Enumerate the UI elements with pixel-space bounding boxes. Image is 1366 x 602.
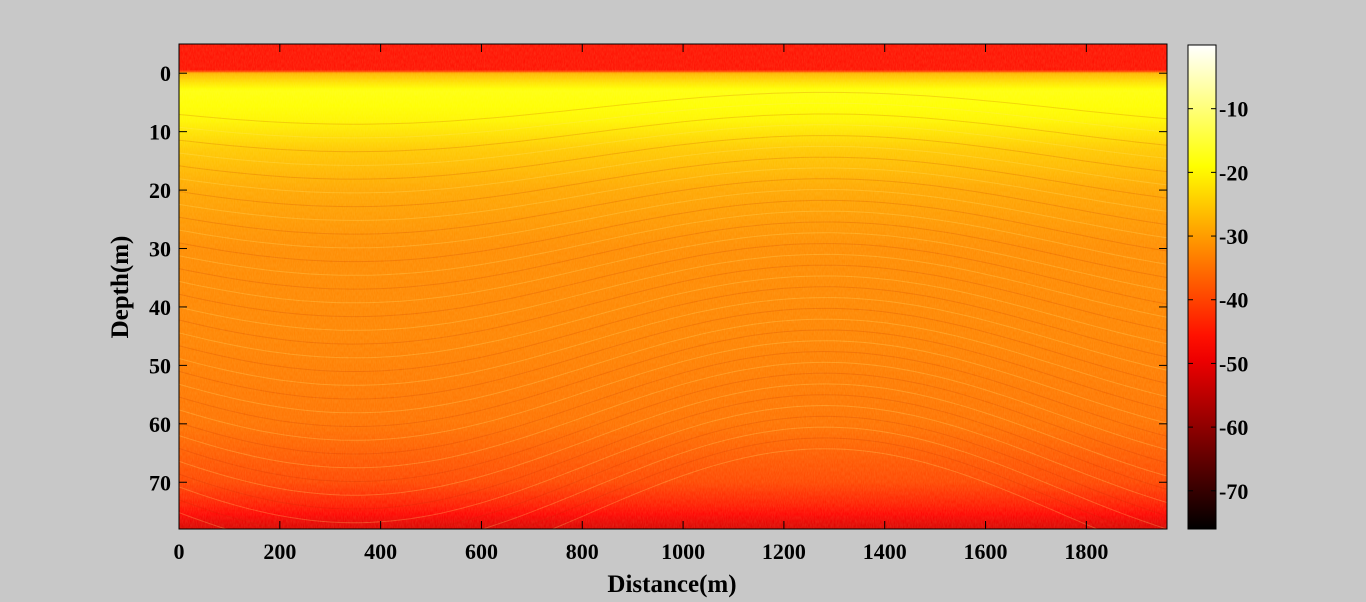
sediment-layer-line <box>179 415 1167 529</box>
sediment-layer-line <box>179 113 1167 153</box>
sediment-layer-line <box>179 383 1167 496</box>
sediment-layer-line <box>179 437 1131 529</box>
sediment-layer-line <box>179 232 1167 304</box>
x-tick-label: 1400 <box>863 539 907 564</box>
sediment-layer-line <box>179 145 1167 194</box>
y-axis-ticks: 0 10 20 30 40 50 60 70 <box>149 61 1167 495</box>
sediment-layer-line <box>179 264 1167 345</box>
sediment-layer-line <box>179 199 1167 263</box>
colorbar-tick-label: -60 <box>1219 415 1248 440</box>
sediment-layer-line <box>179 307 1167 400</box>
colorbar-tick-label: -50 <box>1219 351 1248 376</box>
sediment-layer-line <box>179 404 1167 524</box>
x-axis-ticks: 0 200 400 600 800 1000 1200 1400 1600 1800 <box>174 44 1108 564</box>
sediment-layer-line <box>179 394 1167 510</box>
sediment-layer-line <box>179 189 1167 249</box>
sediment-layer-line <box>179 275 1167 359</box>
sediment-layer-line <box>179 124 1167 166</box>
x-tick-label: 1800 <box>1064 539 1108 564</box>
y-tick-label: 60 <box>149 412 171 437</box>
x-tick-label: 1200 <box>762 539 806 564</box>
sediment-layer-line <box>179 135 1167 180</box>
x-tick-label: 1000 <box>661 539 705 564</box>
sediment-layer-line <box>179 340 1167 441</box>
sediment-layer-line <box>179 243 1167 318</box>
sediment-layer-line <box>179 350 1167 455</box>
colorbar-tick-label: -70 <box>1219 479 1248 504</box>
y-tick-label: 30 <box>149 237 171 262</box>
colorbar-tick-label: -10 <box>1219 97 1248 122</box>
sediment-layer-line <box>179 102 1167 139</box>
sediment-layer-line <box>179 329 1167 427</box>
x-tick-label: 200 <box>263 539 296 564</box>
x-axis-label: Distance(m) <box>607 571 736 598</box>
sediment-layer-line <box>179 210 1167 276</box>
sediment-layer-line <box>551 448 1099 529</box>
sediment-layer-line <box>179 318 1167 414</box>
sediment-layer-line <box>179 221 1167 290</box>
y-tick-label: 10 <box>149 120 171 145</box>
y-tick-label: 0 <box>160 61 171 86</box>
colorbar-tick-label: -40 <box>1219 288 1248 313</box>
y-tick-label: 40 <box>149 295 171 320</box>
sediment-layer-line <box>179 91 1167 125</box>
sediment-layer-line <box>179 178 1167 235</box>
heatmap-plot: 0 200 400 600 800 1000 1200 1400 1600 1800 0 10 20 3… <box>107 43 1168 598</box>
sediment-layer-line <box>179 156 1167 208</box>
y-tick-label: 20 <box>149 178 171 203</box>
plot-frame <box>178 43 1168 530</box>
x-tick-label: 1600 <box>964 539 1008 564</box>
sediment-layer-line <box>179 167 1167 221</box>
sediment-layer-line <box>179 297 1167 386</box>
colorbar-tick-label: -20 <box>1219 160 1248 185</box>
colorbar-ticks: -10 -20 -30 -40 -50 -60 -70 <box>1188 97 1248 504</box>
colorbar-tick-label: -30 <box>1219 224 1248 249</box>
y-tick-label: 50 <box>149 353 171 378</box>
x-tick-label: 800 <box>566 539 599 564</box>
colorbar-gradient <box>1187 44 1217 530</box>
y-axis-label: Depth(m) <box>107 236 134 339</box>
sediment-layer-line <box>179 286 1167 372</box>
heatmap-grain-texture <box>179 44 1167 529</box>
x-tick-label: 0 <box>174 539 185 564</box>
x-tick-label: 600 <box>465 539 498 564</box>
sediment-layer-line <box>179 253 1167 331</box>
x-tick-label: 400 <box>364 539 397 564</box>
y-tick-label: 70 <box>149 470 171 495</box>
sediment-layer-line <box>179 361 1167 469</box>
colorbar: -10 -20 -30 -40 -50 -60 -70 <box>1187 44 1248 530</box>
sediment-layer-lines <box>179 91 1167 529</box>
sediment-layer-line <box>179 372 1167 482</box>
sediment-layer-line <box>179 426 1167 529</box>
